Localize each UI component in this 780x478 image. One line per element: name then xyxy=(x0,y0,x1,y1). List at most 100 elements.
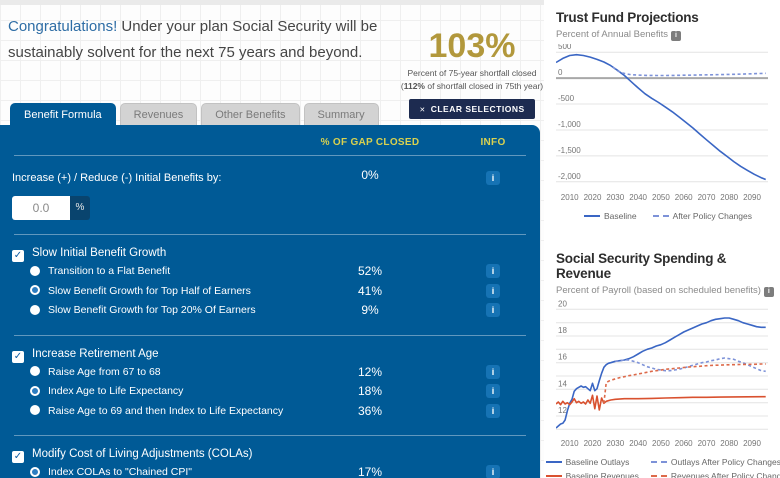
section-checkbox[interactable]: ✓ xyxy=(12,451,24,463)
legend-label: Revenues After Policy Changes xyxy=(670,471,780,478)
spending-revenue-chart-canvas: 12 14 16 18 20 2010 2020 2030 2040 2050 2060 2070 20… xyxy=(555,299,768,448)
info-icon[interactable]: i xyxy=(486,283,500,298)
svg-text:2040: 2040 xyxy=(629,439,647,448)
svg-text:2070: 2070 xyxy=(698,439,716,448)
svg-text:2050: 2050 xyxy=(652,439,670,448)
svg-text:18: 18 xyxy=(558,326,567,335)
section-title: Modify Cost of Living Adjustments (COLAs… xyxy=(32,448,253,460)
svg-text:-1,000: -1,000 xyxy=(558,120,581,129)
option-row: Slow Benefit Growth for Top Half of Earn… xyxy=(0,283,540,298)
score-caption-2: (112% of shortfall closed in 75th year) xyxy=(400,81,544,91)
panel-column-headers: % OF GAP CLOSED INFO xyxy=(0,125,540,155)
percent-unit-label: % xyxy=(70,196,90,220)
svg-text:-500: -500 xyxy=(558,94,575,103)
legend-swatch xyxy=(652,215,669,217)
svg-text:14: 14 xyxy=(558,379,567,388)
chart-subtitle: Percent of Payroll (based on scheduled b… xyxy=(556,285,780,297)
info-icon[interactable]: i xyxy=(486,384,500,398)
score-block: 103% Percent of 75-year shortfall closed… xyxy=(392,28,552,119)
info-icon[interactable]: i xyxy=(486,303,500,317)
clear-selections-button[interactable]: ✕ CLEAR SELECTIONS xyxy=(409,99,535,119)
option-label[interactable]: Raise Age to 69 and then Index to Life E… xyxy=(48,404,284,417)
initial-benefits-input[interactable] xyxy=(12,196,70,220)
svg-text:2040: 2040 xyxy=(629,193,647,202)
svg-text:2070: 2070 xyxy=(698,193,716,202)
option-label[interactable]: Index COLAs to "Chained CPI" xyxy=(48,466,193,478)
svg-text:2080: 2080 xyxy=(720,439,738,448)
option-label[interactable]: Transition to a Flat Benefit xyxy=(48,265,171,277)
tab-other-benefits[interactable]: Other Benefits xyxy=(201,103,300,125)
option-label[interactable]: Raise Age from 67 to 68 xyxy=(48,365,161,378)
tab-benefit-formula[interactable]: Benefit Formula xyxy=(10,103,116,125)
radio-button[interactable] xyxy=(30,265,40,276)
tab-revenues[interactable]: Revenues xyxy=(119,103,198,125)
option-row: Transition to a Flat Benefit 52% i xyxy=(0,264,540,278)
radio-button[interactable] xyxy=(30,285,40,295)
legend-swatch xyxy=(545,461,562,463)
radio-button[interactable] xyxy=(30,304,40,315)
option-label[interactable]: Slow Benefit Growth for Top 20% Of Earne… xyxy=(48,304,256,316)
info-icon[interactable]: i xyxy=(486,264,500,278)
svg-text:2020: 2020 xyxy=(584,193,602,202)
tab-bar: Benefit Formula Revenues Other Benefits … xyxy=(10,103,379,125)
legend-swatch xyxy=(650,475,667,477)
divider xyxy=(14,155,526,156)
chart-subtitle: Percent of Annual Benefits i xyxy=(556,29,780,41)
legend-item: Baseline xyxy=(584,211,637,221)
radio-button[interactable] xyxy=(30,385,40,396)
svg-text:12: 12 xyxy=(558,406,567,415)
info-icon[interactable]: i xyxy=(670,31,681,41)
legend-swatch xyxy=(650,461,667,463)
close-icon: ✕ xyxy=(419,107,426,114)
option-row: Raise Age to 69 and then Index to Life E… xyxy=(0,403,540,418)
svg-text:2080: 2080 xyxy=(720,193,738,202)
option-row: Raise Age from 67 to 68 12% i xyxy=(0,364,540,379)
initial-benefits-row: Increase (+) / Reduce (-) Initial Benefi… xyxy=(0,156,540,234)
gap-value: 0% xyxy=(361,168,379,182)
divider xyxy=(14,234,526,235)
svg-text:2030: 2030 xyxy=(606,193,624,202)
info-icon[interactable]: i xyxy=(486,403,500,418)
info-icon[interactable]: i xyxy=(486,364,500,379)
section-checkbox[interactable]: ✓ xyxy=(12,250,24,262)
legend-swatch xyxy=(545,475,562,477)
chart-legend: Baseline After Policy Changes xyxy=(556,211,780,221)
gap-value: 52% xyxy=(357,264,383,278)
section-increase-retirement-age: ✓ Increase Retirement Age Raise Age from … xyxy=(0,336,540,436)
gap-value: 41% xyxy=(357,283,383,298)
svg-text:-1,500: -1,500 xyxy=(558,146,581,155)
radio-button[interactable] xyxy=(30,366,40,376)
option-row: Slow Benefit Growth for Top 20% Of Earne… xyxy=(0,303,540,317)
chart-legend: Baseline Outlays Outlays After Policy Cha… xyxy=(545,457,780,478)
score-caption-1: Percent of 75-year shortfall closed xyxy=(407,68,537,78)
svg-text:2020: 2020 xyxy=(584,439,602,448)
gap-value: 17% xyxy=(357,465,383,478)
info-icon[interactable]: i xyxy=(486,465,500,478)
svg-text:2050: 2050 xyxy=(652,193,670,202)
score-value: 103% xyxy=(428,27,516,65)
section-title: Increase Retirement Age xyxy=(32,347,159,360)
info-icon[interactable]: i xyxy=(763,287,774,297)
top-strip xyxy=(0,0,780,5)
svg-text:500: 500 xyxy=(558,44,572,51)
svg-text:2010: 2010 xyxy=(561,193,579,202)
legend-label: Baseline xyxy=(604,211,637,221)
section-modify-colas: ✓ Modify Cost of Living Adjustments (COLA… xyxy=(0,436,540,478)
radio-button[interactable] xyxy=(30,405,40,415)
legend-label: Baseline Revenues xyxy=(565,471,639,478)
svg-text:2090: 2090 xyxy=(743,193,761,202)
chart-title: Trust Fund Projections xyxy=(556,10,699,25)
radio-button[interactable] xyxy=(30,466,40,477)
gap-closed-column-header: % OF GAP CLOSED xyxy=(320,137,420,148)
info-icon[interactable]: i xyxy=(486,171,500,185)
divider xyxy=(14,334,526,336)
option-label[interactable]: Index Age to Life Expectancy xyxy=(48,385,184,397)
chart-title: Social Security Spending & Revenue xyxy=(556,251,727,281)
tab-summary[interactable]: Summary xyxy=(303,103,379,125)
section-title: Slow Initial Benefit Growth xyxy=(32,247,167,259)
section-checkbox[interactable]: ✓ xyxy=(12,350,24,363)
info-column-header: INFO xyxy=(480,137,506,148)
option-label[interactable]: Slow Benefit Growth for Top Half of Earn… xyxy=(48,284,251,297)
svg-text:2010: 2010 xyxy=(561,439,579,448)
legend-item: Outlays After Policy Changes xyxy=(650,457,780,467)
